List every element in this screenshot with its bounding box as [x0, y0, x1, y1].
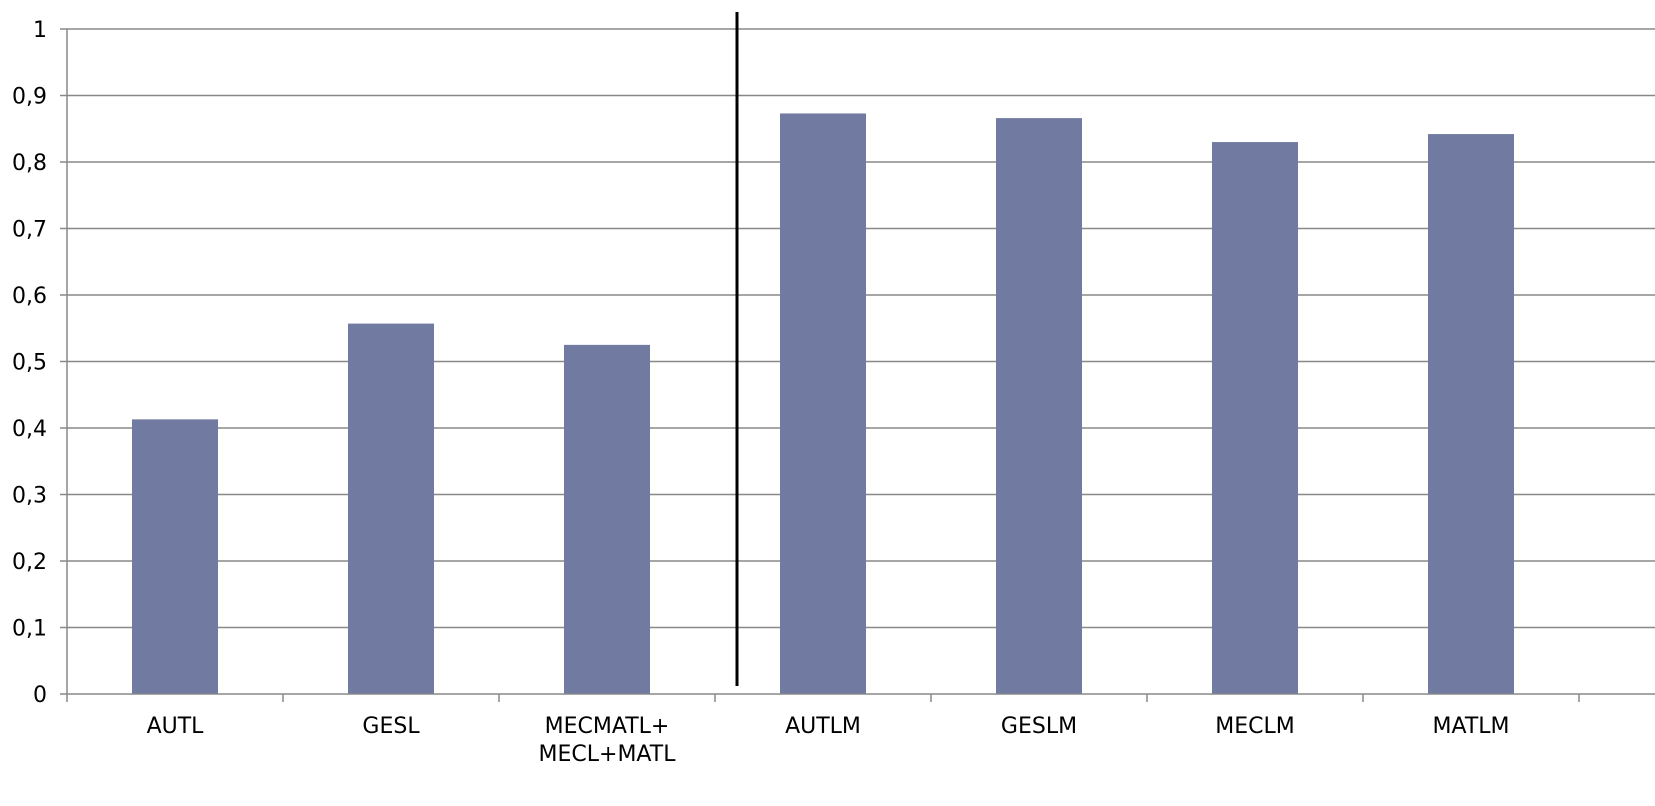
x-tick-label: AUTL: [147, 714, 205, 739]
x-tick-label: MECLM: [1215, 714, 1294, 739]
y-tick-label: 0,3: [12, 484, 47, 509]
x-tick-labels: AUTL GESL MECMATL+ MECL+MATL AUTLM GESLM MECLM…: [147, 714, 1510, 767]
y-tick-label: 1: [33, 18, 47, 43]
bar: [132, 419, 218, 694]
y-tick-label: 0,6: [12, 284, 47, 309]
y-tick-label: 0,8: [12, 151, 47, 176]
y-tick-label: 0,2: [12, 550, 47, 575]
x-tick-label: MECMATL+: [545, 714, 670, 739]
y-tick-label: 0,1: [12, 617, 47, 642]
axes: [60, 28, 1655, 702]
bar: [1212, 142, 1298, 695]
bar: [564, 344, 650, 694]
y-tick-label: 0,7: [12, 218, 47, 243]
x-tick-label: GESLM: [1001, 714, 1077, 739]
x-tick-label: AUTLM: [785, 714, 861, 739]
y-tick-label: 0,4: [12, 417, 47, 442]
bar: [996, 118, 1082, 695]
x-tick-label: MECL+MATL: [539, 742, 677, 767]
bar: [780, 113, 866, 694]
bar: [1428, 134, 1514, 694]
y-tick-label: 0: [33, 683, 47, 708]
y-tick-label: 0,9: [12, 85, 47, 110]
bar: [348, 323, 434, 694]
y-tick-label: 0,5: [12, 351, 47, 376]
bars: [132, 113, 1514, 695]
y-tick-labels: 0 0,1 0,2 0,3 0,4 0,5 0,6 0,7 0,8 0,9 1: [12, 18, 47, 708]
x-tick-label: MATLM: [1433, 714, 1510, 739]
x-tick-label: GESL: [362, 714, 420, 739]
